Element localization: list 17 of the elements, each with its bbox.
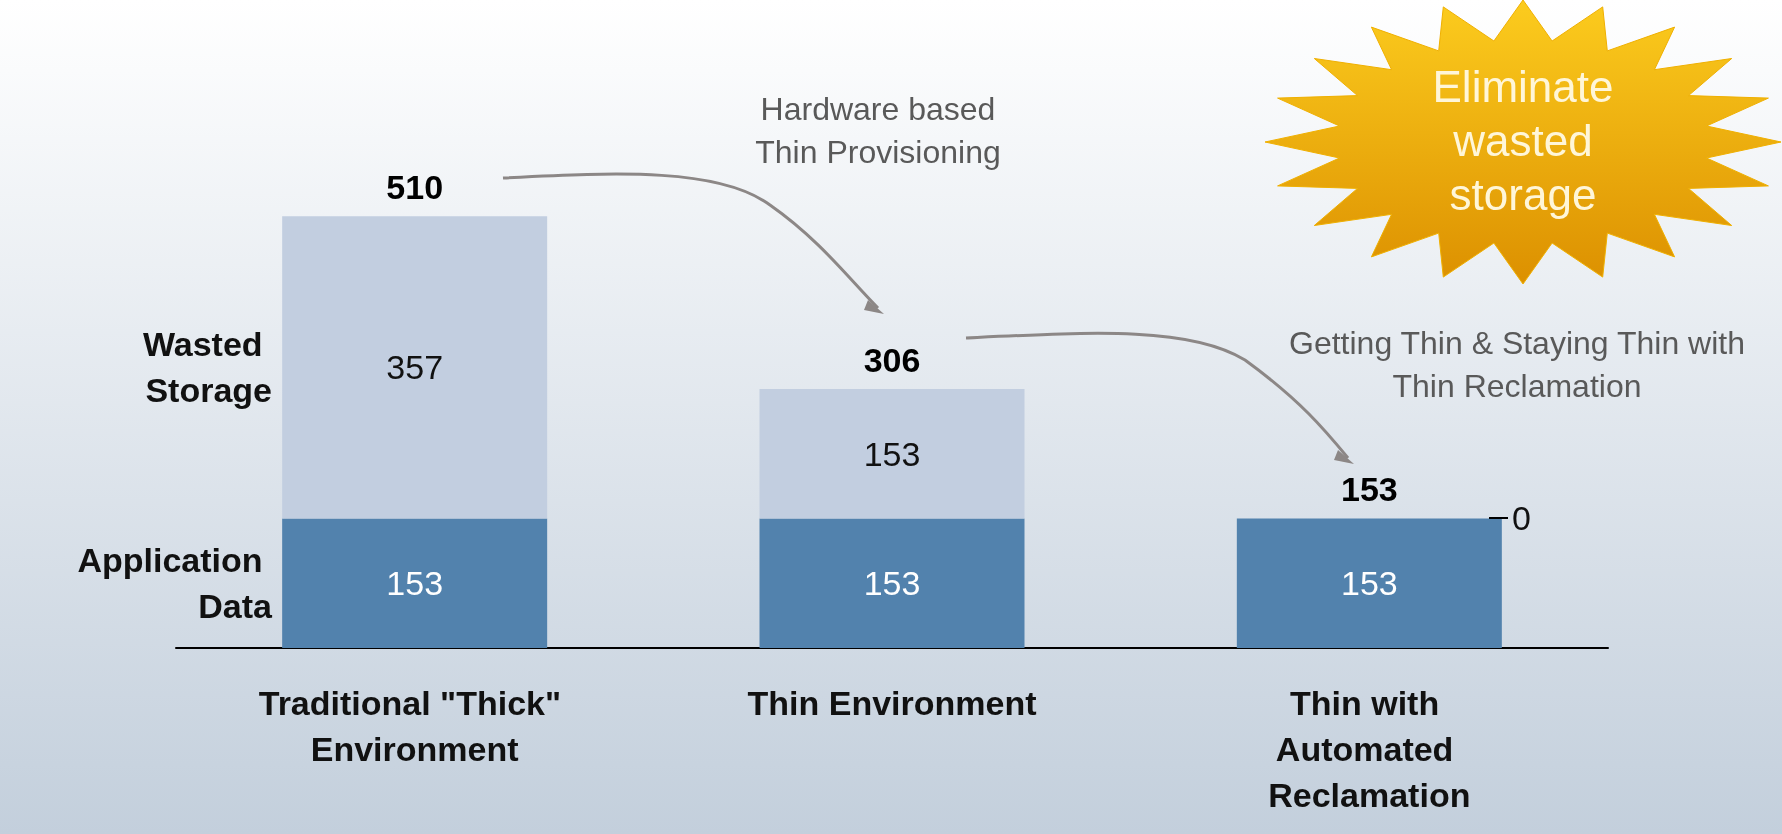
data-label: 357: [386, 348, 444, 387]
total-label: 306: [863, 340, 921, 379]
text: Hardware based Thin Provisioning: [754, 90, 1002, 172]
annotation: 0: [1512, 498, 1531, 538]
x-tick-label: Thin with Automated Reclamation: [1268, 684, 1471, 814]
annotation: Getting Thin & Staying Thin with Thin Reclamation: [1288, 324, 1746, 406]
series-label: Application Data: [77, 541, 274, 626]
series-label: Wasted Storage: [142, 325, 272, 410]
data-label: 153: [863, 564, 921, 603]
annotation: Eliminate wasted storage: [1431, 61, 1615, 221]
data-label: 153: [386, 564, 444, 603]
total-label: 153: [1340, 470, 1398, 509]
data-label: 153: [863, 434, 921, 473]
x-tick-label: Traditional "Thick" Environment: [258, 684, 571, 768]
x-tick-label: Thin Environment: [747, 684, 1037, 722]
data-label: 153: [1340, 564, 1398, 603]
total-label: 510: [386, 168, 444, 207]
